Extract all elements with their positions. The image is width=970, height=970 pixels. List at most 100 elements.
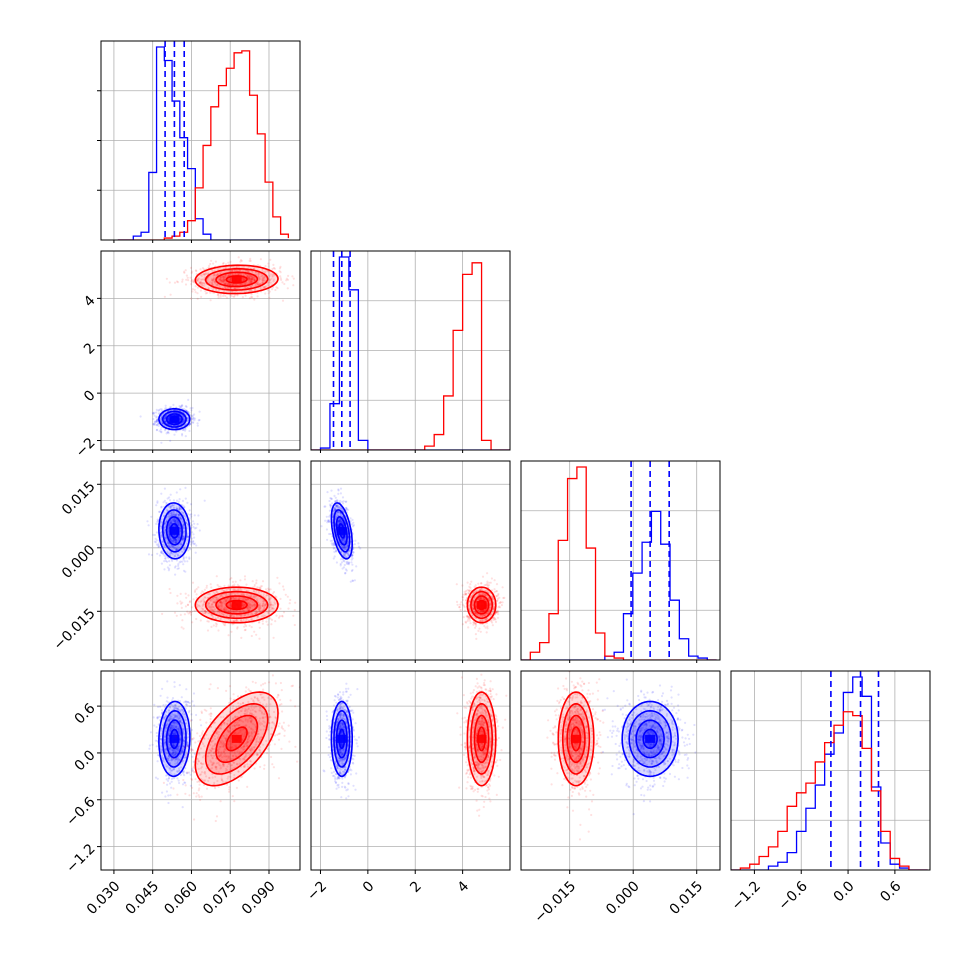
- sample-point: [222, 278, 225, 281]
- sample-point: [211, 279, 215, 282]
- sample-point: [182, 525, 185, 528]
- sample-point: [168, 535, 171, 538]
- sample-point: [213, 281, 216, 284]
- sample-point: [173, 513, 176, 516]
- sample-point: [207, 620, 210, 623]
- sample-point: [201, 283, 204, 286]
- sample-point: [178, 527, 182, 530]
- sample-point: [267, 612, 270, 615]
- sample-point: [251, 613, 254, 616]
- sample-point: [252, 595, 255, 598]
- sample-point: [183, 270, 186, 273]
- sample-point: [269, 603, 272, 606]
- sample-point: [229, 270, 232, 273]
- sample-point: [325, 515, 328, 518]
- sample-point: [165, 520, 168, 523]
- sample-point: [469, 583, 472, 586]
- sample-point: [246, 270, 249, 273]
- sample-point: [236, 294, 239, 297]
- sample-point: [150, 553, 153, 557]
- sample-point: [157, 412, 160, 415]
- sample-point: [217, 272, 220, 276]
- sample-point: [179, 613, 182, 617]
- sample-point: [172, 541, 175, 544]
- sample-point: [178, 405, 181, 408]
- sample-point: [210, 599, 213, 602]
- sample-point: [183, 418, 186, 421]
- sample-point: [221, 601, 224, 605]
- sample-point: [223, 278, 226, 282]
- sample-point: [191, 414, 194, 417]
- sample-point: [188, 557, 191, 560]
- sample-point: [244, 599, 247, 602]
- sample-point: [263, 279, 266, 283]
- sample-point: [196, 606, 199, 609]
- sample-point: [182, 511, 185, 514]
- sample-point: [184, 605, 187, 608]
- sample-point: [173, 506, 176, 510]
- sample-point: [177, 536, 180, 539]
- sample-point: [341, 496, 345, 499]
- sample-point: [168, 553, 171, 556]
- sample-point: [220, 594, 223, 597]
- sample-point: [244, 613, 247, 616]
- sample-point: [187, 417, 190, 420]
- sample-point: [169, 512, 172, 515]
- sample-point: [275, 596, 278, 599]
- sample-point: [183, 547, 186, 550]
- sample-point: [167, 531, 170, 534]
- sample-point: [232, 265, 236, 268]
- sample-point: [257, 275, 260, 278]
- panel-frame-1-0: [100, 250, 301, 451]
- sample-point: [177, 523, 180, 526]
- sample-point: [193, 609, 196, 612]
- sample-point: [208, 264, 211, 267]
- sample-point: [219, 601, 222, 604]
- sample-point: [215, 283, 218, 286]
- sample-point: [223, 623, 226, 626]
- sample-point: [174, 519, 177, 523]
- sample-point: [174, 541, 177, 544]
- sample-point: [155, 420, 158, 423]
- sample-point: [229, 588, 232, 591]
- sample-point: [215, 596, 218, 599]
- sample-point: [259, 282, 262, 285]
- sample-point: [160, 520, 163, 524]
- sample-point: [218, 610, 221, 613]
- sample-point: [210, 603, 213, 607]
- sample-point: [184, 269, 187, 272]
- sample-point: [177, 563, 180, 566]
- sample-point: [250, 278, 253, 281]
- sample-point: [273, 274, 276, 277]
- sample-point: [170, 544, 173, 547]
- sample-point: [174, 539, 177, 542]
- sample-point: [157, 409, 160, 412]
- sample-point: [224, 606, 227, 610]
- sample-point: [218, 278, 221, 281]
- sample-point: [253, 279, 256, 282]
- sample-point: [195, 526, 198, 530]
- sample-point: [155, 543, 159, 546]
- sample-point: [229, 597, 232, 600]
- sample-point: [224, 263, 228, 266]
- sample-point: [188, 423, 192, 426]
- sample-point: [250, 278, 254, 282]
- sample-point: [249, 278, 252, 281]
- sample-point: [248, 275, 251, 278]
- panel-frame-2-2: [520, 460, 721, 661]
- sample-point: [153, 420, 156, 423]
- sample-point: [177, 564, 180, 568]
- sample-point: [185, 538, 188, 541]
- sample-point: [176, 521, 180, 524]
- sample-point: [262, 593, 265, 596]
- sample-point: [170, 539, 173, 542]
- sample-point: [168, 552, 171, 555]
- sample-point: [205, 584, 208, 587]
- sample-point: [152, 423, 155, 426]
- sample-point: [155, 428, 159, 431]
- sample-point: [171, 504, 174, 507]
- sample-point: [249, 278, 252, 281]
- sample-point: [229, 294, 232, 297]
- sample-point: [267, 281, 270, 284]
- sample-point: [152, 412, 155, 415]
